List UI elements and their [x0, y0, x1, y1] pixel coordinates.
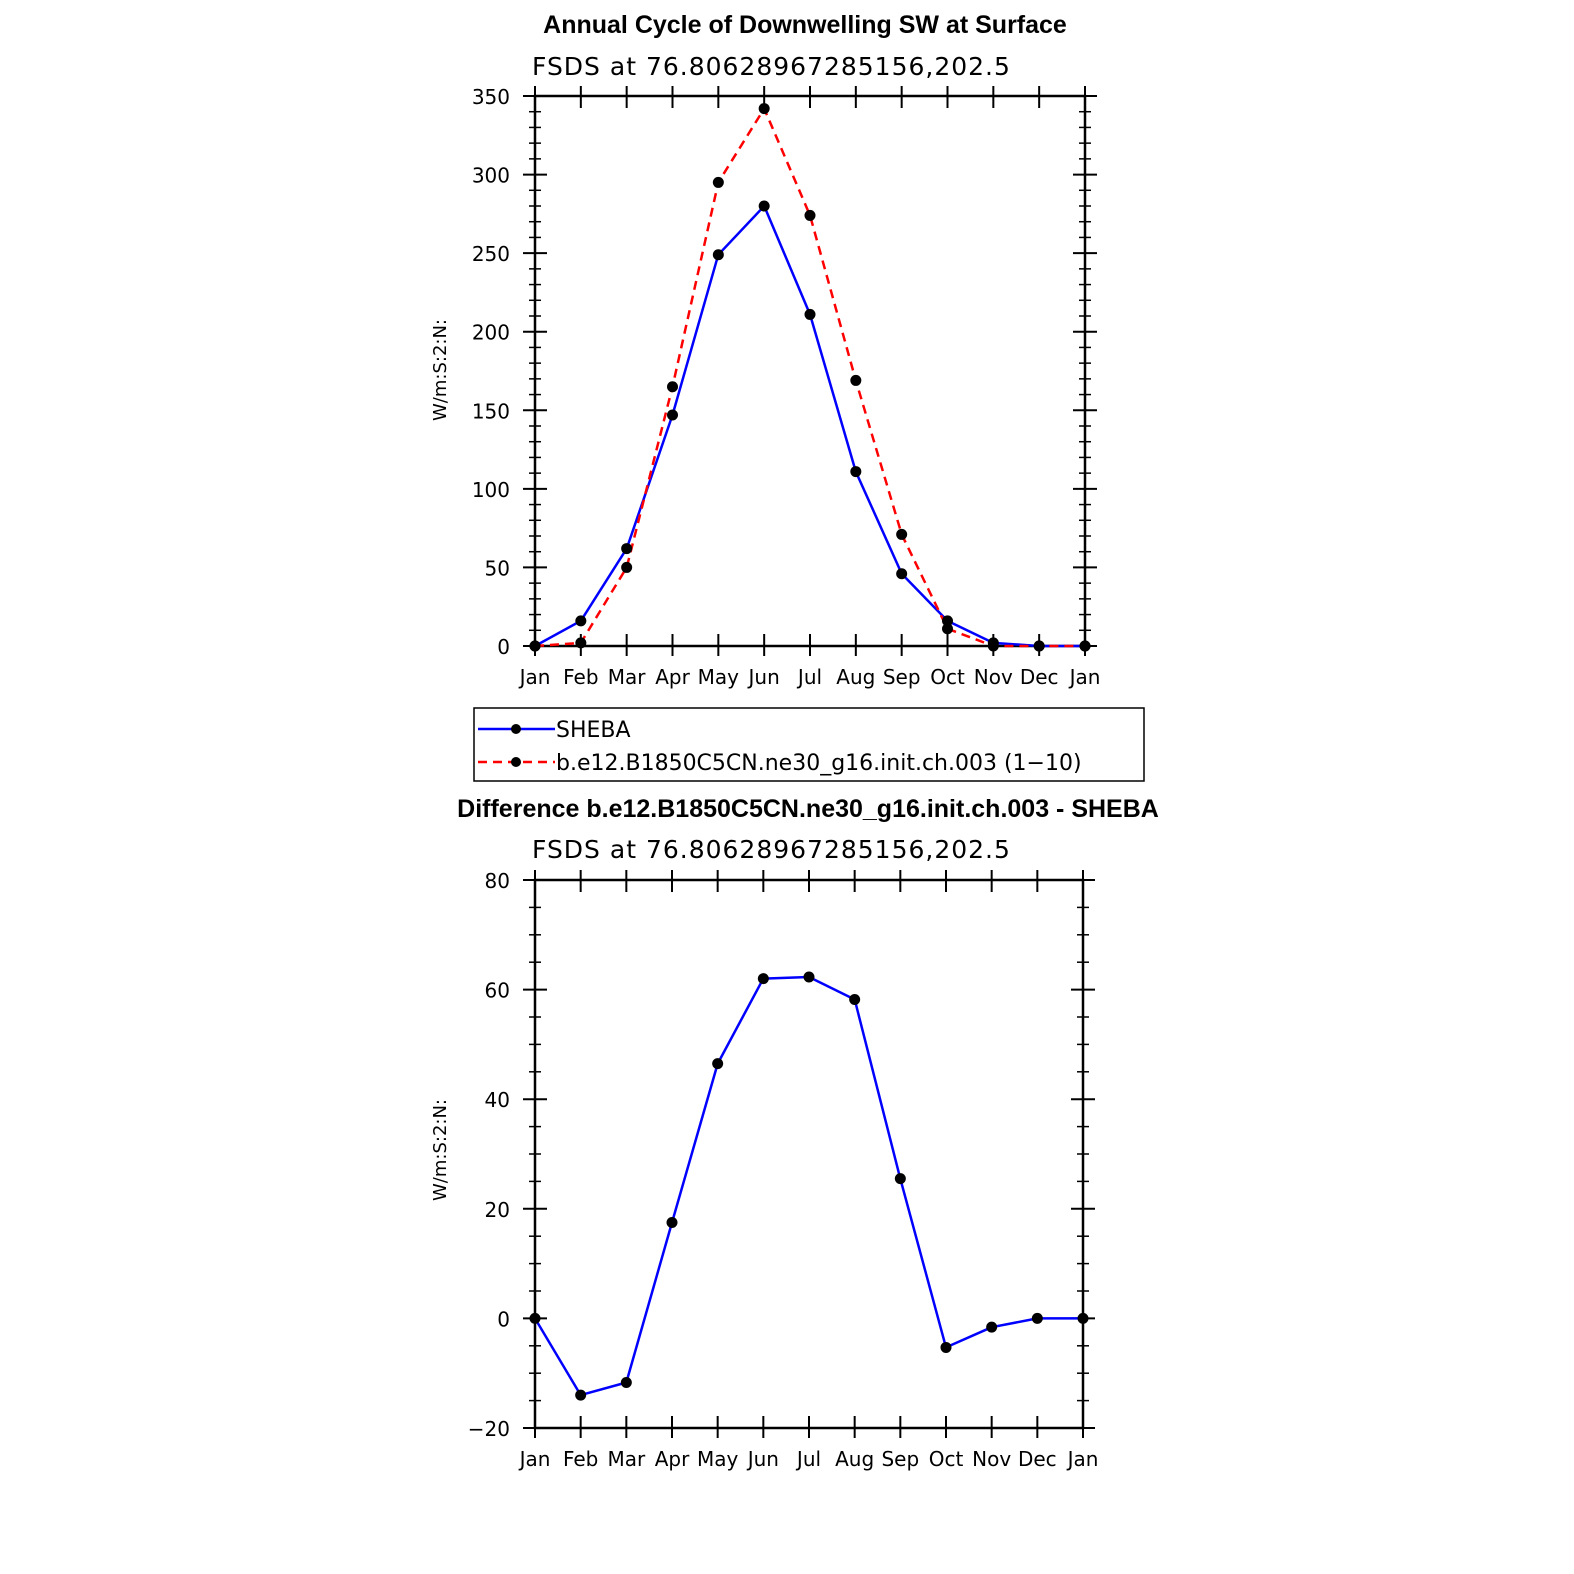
y-tick-label: 200	[472, 321, 510, 345]
series-1-point	[804, 209, 816, 221]
y-tick-label: 100	[472, 478, 510, 502]
series-1-point	[621, 561, 633, 573]
y-tick-label: 20	[485, 1198, 510, 1222]
series-0-point	[804, 308, 816, 320]
series-1-point	[529, 640, 541, 652]
x-tick-label: Jun	[747, 665, 780, 689]
series-0-point	[757, 973, 769, 985]
x-tick-label: Oct	[930, 665, 965, 689]
chart-subtitle: FSDS at 76.80628967285156,202.5	[532, 52, 1011, 81]
y-tick-label: 250	[472, 242, 510, 266]
series-0-point	[940, 1341, 952, 1353]
x-tick-label: Aug	[835, 1447, 874, 1471]
x-tick-label: Aug	[836, 665, 875, 689]
series-0-point	[849, 993, 861, 1005]
series-0-point	[894, 1173, 906, 1185]
x-tick-label: Feb	[563, 665, 598, 689]
legend-label-model: b.e12.B1850C5CN.ne30_g16.init.ch.003 (1−…	[556, 751, 1082, 776]
x-tick-label: May	[697, 1447, 739, 1471]
series-0-point	[896, 568, 908, 580]
series-1-point	[896, 528, 908, 540]
series-0-point	[529, 1312, 541, 1324]
x-tick-label: Dec	[1018, 1447, 1057, 1471]
chart-title: Difference b.e12.B1850C5CN.ne30_g16.init…	[457, 795, 1159, 823]
y-tick-label: 0	[497, 1307, 510, 1331]
x-tick-label: Jan	[518, 1447, 551, 1471]
x-tick-label: Feb	[563, 1447, 598, 1471]
series-0-point	[758, 200, 770, 212]
y-tick-label: 300	[472, 164, 510, 188]
series-1-point	[758, 103, 770, 115]
legend-marker-model	[511, 757, 521, 767]
y-tick-label: 0	[497, 635, 510, 659]
x-tick-label: Jan	[1068, 665, 1101, 689]
series-0-point	[712, 1058, 724, 1070]
plot-frame	[533, 878, 1085, 1430]
series-0-point	[850, 466, 862, 478]
x-tick-label: Sep	[883, 665, 921, 689]
series-line-0	[534, 204, 1085, 648]
series-1-point	[850, 374, 862, 386]
series-0-point	[1077, 1312, 1089, 1324]
x-tick-label: Mar	[608, 665, 647, 689]
series-line-0	[533, 975, 1083, 1397]
y-tick-label: 40	[485, 1088, 510, 1112]
x-tick-label: Nov	[972, 1447, 1011, 1471]
x-tick-label: Sep	[881, 1447, 919, 1471]
x-tick-label: Jul	[796, 665, 822, 689]
series-0-point	[942, 615, 953, 627]
y-axis-label: W/m:S:2:N:	[430, 1099, 451, 1201]
series-0-point	[667, 409, 678, 421]
series-1-point	[575, 637, 587, 649]
series-1-point	[1079, 640, 1091, 652]
series-1-point	[987, 640, 999, 652]
y-tick-label: 80	[485, 869, 510, 893]
y-tick-label: 60	[485, 979, 510, 1003]
series-1-point	[1033, 640, 1045, 652]
series-0-point	[575, 1389, 587, 1401]
x-tick-label: Apr	[655, 665, 690, 689]
x-tick-label: Apr	[655, 1447, 690, 1471]
y-tick-label: −20	[468, 1417, 510, 1441]
y-tick-label: 50	[485, 556, 510, 580]
series-1-point	[712, 176, 724, 188]
y-tick-label: 350	[472, 85, 510, 109]
chart-subtitle: FSDS at 76.80628967285156,202.5	[532, 835, 1011, 864]
series-0-point	[620, 1377, 632, 1389]
series-1-point	[667, 381, 678, 393]
x-tick-label: Jan	[1066, 1447, 1099, 1471]
series-0-point	[575, 615, 587, 627]
legend-label-sheba: SHEBA	[556, 718, 631, 743]
x-tick-label: May	[698, 665, 740, 689]
series-0-point	[621, 543, 633, 555]
series-0-point	[1031, 1312, 1043, 1324]
x-tick-label: Oct	[929, 1447, 964, 1471]
annual-cycle-chart: Annual Cycle of Downwelling SW at Surfac…	[430, 11, 1100, 689]
x-tick-label: Jun	[746, 1447, 779, 1471]
legend-box	[473, 707, 1145, 782]
y-axis-label: W/m:S:2:N:	[430, 319, 451, 421]
x-tick-label: Jan	[518, 665, 551, 689]
series-1-point	[942, 623, 953, 635]
series-0-point	[803, 971, 815, 983]
x-tick-label: Nov	[974, 665, 1013, 689]
legend: SHEBA b.e12.B1850C5CN.ne30_g16.init.ch.0…	[473, 707, 1145, 782]
series-0-point	[666, 1217, 678, 1228]
y-tick-label: 150	[472, 399, 510, 423]
difference-chart: Difference b.e12.B1850C5CN.ne30_g16.init…	[430, 795, 1159, 1471]
series-0-point	[712, 249, 724, 261]
x-tick-label: Dec	[1020, 665, 1059, 689]
x-tick-label: Mar	[607, 1447, 646, 1471]
series-0-point	[986, 1321, 998, 1333]
x-tick-label: Jul	[795, 1447, 821, 1471]
legend-marker-sheba	[511, 724, 521, 734]
chart-title: Annual Cycle of Downwelling SW at Surfac…	[543, 11, 1067, 39]
